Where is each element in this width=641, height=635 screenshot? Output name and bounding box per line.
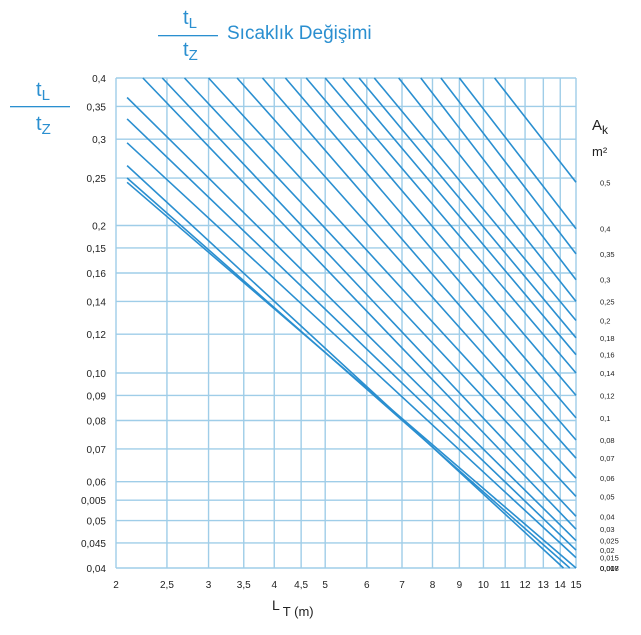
x-tick-label: 3,5: [237, 580, 251, 591]
y-tick-label: 0,12: [87, 330, 107, 341]
legend-area-label: 0,3: [600, 276, 610, 285]
y-tick-label: 0,06: [87, 478, 107, 489]
legend-labels: 0,5 0,4 0,35 0,3 0,25 0,2 0,18 0,16 0,14 0,12 0,1 0…: [600, 178, 619, 573]
y-tick-label: 0,08: [87, 416, 107, 427]
title-text: Sıcaklık Değişimi: [227, 23, 372, 44]
x-tick-label: 2: [113, 580, 119, 591]
x-tick-label: 9: [457, 580, 463, 591]
y-tick-labels: 0,4 0,35 0,3 0,25 0,2 0,15 0,16 0,14 0,12 0,10 0,0…: [81, 74, 106, 575]
series-line: [324, 77, 577, 374]
x-tick-label: 6: [364, 580, 370, 591]
x-tick-label: 13: [538, 580, 550, 591]
y-tick-label: 0,04: [87, 564, 107, 575]
y-tick-label: 0,4: [92, 74, 106, 85]
x-tick-label: 5: [322, 580, 328, 591]
y-tick-label: 0,09: [87, 391, 107, 402]
legend-area-label: 0,5: [600, 178, 610, 187]
x-tick-label: 10: [478, 580, 490, 591]
legend-area-label: 0,18: [600, 334, 615, 343]
x-tick-label: 3: [206, 580, 212, 591]
legend-area-label: 0,04: [600, 512, 615, 521]
x-tick-label: 2,5: [160, 580, 174, 591]
legend-area-label: 0,08: [600, 436, 615, 445]
series-line: [126, 142, 577, 559]
series-line: [208, 77, 577, 479]
legend-area-label: 0,03: [600, 525, 615, 534]
title-frac-num: tL: [183, 7, 197, 32]
series-line: [261, 77, 577, 441]
x-tick-label: 11: [500, 580, 511, 591]
legend-area-label: 0,025: [600, 537, 619, 546]
x-tick-label: 8: [430, 580, 436, 591]
y-tick-label: 0,10: [87, 369, 107, 380]
series-line: [373, 77, 577, 322]
series-line: [458, 77, 577, 230]
x-tick-label: 4: [271, 580, 277, 591]
series-line: [440, 77, 577, 255]
chart-title: tL tZ Sıcaklık Değişimi: [158, 7, 372, 64]
series-line: [398, 77, 577, 302]
y-axis-label: tL tZ: [10, 79, 70, 138]
y-tick-label: 0,05: [87, 517, 107, 528]
series-line: [126, 181, 577, 569]
y-tick-label: 0,16: [87, 269, 107, 280]
series-line: [342, 77, 577, 356]
legend-area-label: 0,25: [600, 297, 615, 306]
y-label-den: tZ: [36, 113, 51, 138]
series-line: [126, 96, 577, 542]
x-tick-label: 14: [555, 580, 567, 591]
title-frac-bar: [158, 35, 218, 37]
legend-area-label: 0,07: [600, 454, 615, 463]
y-tick-label: 0,35: [87, 102, 107, 113]
legend-area-label: 0,06: [600, 474, 615, 483]
y-tick-label: 0,2: [92, 222, 106, 233]
legend-area-label: 0,12: [600, 391, 615, 400]
legend-area-label: 0,007: [600, 564, 619, 573]
series-line: [236, 77, 577, 459]
y-label-bar: [10, 106, 70, 108]
legend-title: Ak m²: [592, 117, 609, 159]
y-tick-label: 0,045: [81, 539, 106, 550]
series-line: [126, 118, 577, 551]
series-line: [493, 77, 577, 183]
x-tick-labels: 2 2,5 3 3,5 4 4,5 5 6 7 8 9 10 11 12 13 14 15: [113, 580, 582, 591]
y-tick-label: 0,3: [92, 135, 106, 146]
legend-area-label: 0,015: [600, 554, 619, 563]
series-line: [358, 77, 577, 339]
legend-area-label: 0,01: [600, 564, 615, 573]
legend-area-label: 0,05: [600, 492, 615, 501]
legend-area-label: 0,16: [600, 351, 615, 360]
series-line: [284, 77, 577, 419]
x-tick-label: 15: [570, 580, 582, 591]
y-tick-label: 0,25: [87, 174, 107, 185]
y-tick-label: 0,07: [87, 445, 107, 456]
legend-area-label: 0,2: [600, 316, 610, 325]
series-lines: [126, 77, 577, 569]
title-frac-den: tZ: [183, 39, 198, 64]
series-line: [126, 165, 565, 569]
legend-area-label: 0,4: [600, 225, 610, 234]
legend-area-label: 0,008: [600, 564, 619, 573]
series-line: [420, 77, 577, 281]
legend-area-label: 0,14: [600, 369, 615, 378]
x-tick-label: 12: [519, 580, 531, 591]
y-tick-label: 0,14: [87, 297, 107, 308]
series-line: [142, 77, 577, 530]
x-tick-label: 4,5: [294, 580, 308, 591]
y-label-num: tL: [36, 79, 50, 104]
series-line: [161, 77, 577, 517]
y-tick-label: 0,005: [81, 496, 106, 507]
x-tick-label: 7: [399, 580, 405, 591]
y-tick-label: 0,15: [87, 244, 107, 255]
legend-area-label: 0,35: [600, 250, 615, 259]
legend-title-main: Ak: [592, 117, 609, 137]
legend-unit: m²: [592, 144, 608, 159]
legend-area-label: 0,1: [600, 414, 610, 423]
series-line: [305, 77, 577, 396]
legend-area-label: 0,02: [600, 546, 615, 555]
series-line: [183, 77, 577, 497]
